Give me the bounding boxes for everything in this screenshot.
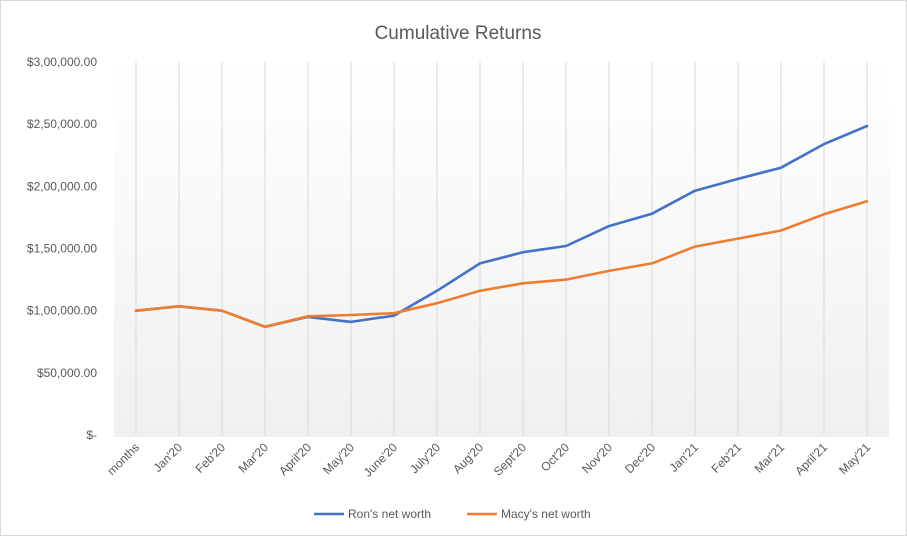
x-tick-label: April'21 xyxy=(792,440,830,478)
y-tick-label: $3,00,000.00 xyxy=(27,55,97,69)
x-tick-label: April'20 xyxy=(276,440,314,478)
x-tick-label: Sept'20 xyxy=(491,440,530,479)
series-lines xyxy=(134,124,869,329)
x-tick-label: Mar'20 xyxy=(236,440,272,476)
legend[interactable]: Ron's net worth Macy's net worth xyxy=(314,507,591,521)
x-tick-label: May'20 xyxy=(320,440,357,477)
x-tick-label: Feb'21 xyxy=(709,440,745,476)
x-tick-label: Jan'20 xyxy=(150,440,185,475)
x-tick-label: Aug'20 xyxy=(450,440,486,476)
x-tick-label: Oct'20 xyxy=(538,440,572,474)
x-tick-label: Dec'20 xyxy=(622,440,658,476)
gridlines xyxy=(135,62,868,435)
x-tick-label: June'20 xyxy=(361,440,401,480)
legend-item-rons-net-worth[interactable]: Ron's net worth xyxy=(314,507,431,521)
x-tick-label: May'21 xyxy=(836,440,873,477)
y-tick-label: $50,000.00 xyxy=(37,366,97,380)
x-tick-label: Mar'21 xyxy=(752,440,788,476)
y-tick-label: $- xyxy=(86,428,97,442)
x-tick-label: Nov'20 xyxy=(579,440,615,476)
x-tick-label: Jan'21 xyxy=(666,440,701,475)
x-tick-label: months xyxy=(104,440,142,478)
plot-area xyxy=(114,61,889,437)
series-line-macys-net-worth xyxy=(134,200,869,329)
x-tick-label: Feb'20 xyxy=(193,440,229,476)
y-tick-label: $1,50,000.00 xyxy=(27,242,97,256)
y-tick-label: $2,50,000.00 xyxy=(27,117,97,131)
y-tick-label: $1,00,000.00 xyxy=(27,304,97,318)
x-tick-label: July'20 xyxy=(407,440,443,476)
chart-title: Cumulative Returns xyxy=(375,23,542,44)
legend-label: Ron's net worth xyxy=(348,507,431,521)
legend-label: Macy's net worth xyxy=(501,507,591,521)
y-tick-label: $2,00,000.00 xyxy=(27,179,97,193)
legend-item-macys-net-worth[interactable]: Macy's net worth xyxy=(467,507,591,521)
